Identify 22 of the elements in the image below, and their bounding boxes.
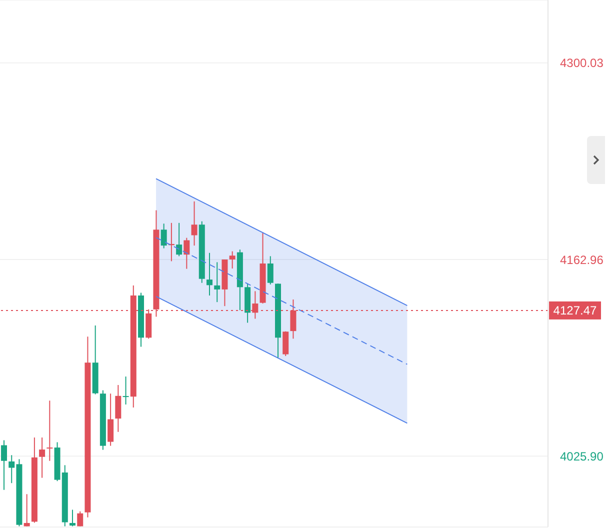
candlestick <box>122 376 129 405</box>
candlestick <box>77 510 84 527</box>
candlestick <box>160 223 167 249</box>
candlestick <box>214 262 220 303</box>
candlestick <box>267 256 274 285</box>
candlestick <box>46 400 53 462</box>
candlestick <box>184 237 190 270</box>
candlestick <box>176 222 182 257</box>
y-tick-label: 4025.90 <box>560 449 604 464</box>
candlestick <box>70 509 76 527</box>
candlestick <box>108 393 114 446</box>
candlestick <box>282 330 289 357</box>
candlestick <box>115 384 122 432</box>
candlestick <box>206 252 212 296</box>
y-tick-label: 4300.03 <box>560 56 604 70</box>
y-tick-label: 4162.96 <box>560 252 604 267</box>
candlestick <box>229 250 236 270</box>
candlestick <box>24 494 30 527</box>
candlestick <box>1 440 7 490</box>
candlestick <box>191 200 198 246</box>
ref-line-label: 4127.47 <box>553 303 598 318</box>
candlestick <box>39 436 46 478</box>
